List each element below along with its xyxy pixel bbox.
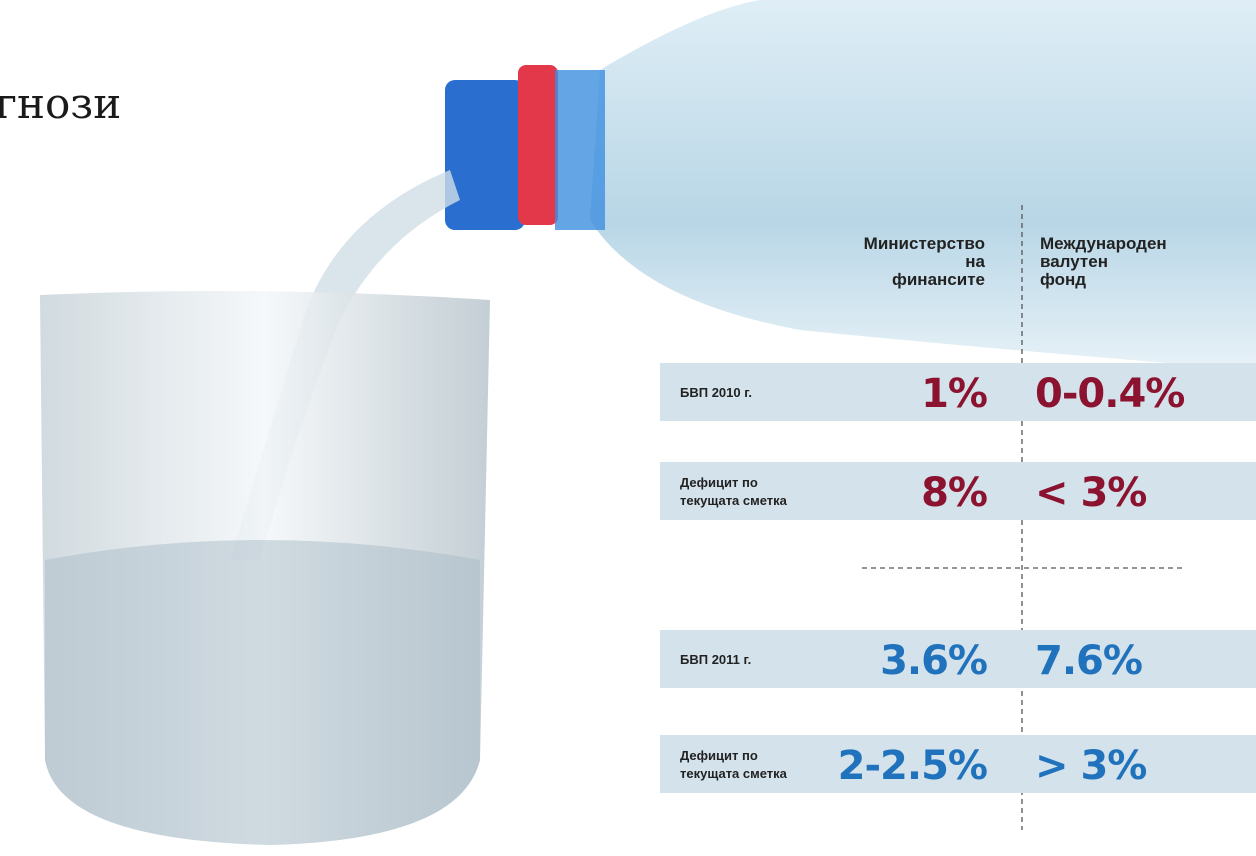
- row-value: 7.6%: [1035, 638, 1142, 684]
- row-value: 8%: [921, 470, 987, 516]
- row-label: Дефицит по: [680, 748, 758, 763]
- page: гнози Министерствонафинансите Международе…: [0, 0, 1256, 856]
- row-label: текущата сметка: [680, 766, 788, 781]
- row-value: > 3%: [1035, 743, 1146, 789]
- row-label: БВП 2011 г.: [680, 652, 751, 667]
- bottle-cap: [445, 80, 525, 230]
- infographic: гнози Министерствонафинансите Международе…: [0, 0, 1256, 856]
- row-value: 3.6%: [880, 638, 987, 684]
- bottle-neck: [555, 70, 605, 230]
- column-header: Международен: [1040, 234, 1167, 253]
- column-header: фонд: [1040, 270, 1086, 289]
- row-label: текущата сметка: [680, 493, 788, 508]
- column-header: на: [965, 252, 985, 271]
- row-label: Дефицит по: [680, 475, 758, 490]
- column-header: Министерство: [864, 234, 985, 253]
- column-header: финансите: [892, 270, 985, 289]
- row-value: 2-2.5%: [838, 743, 987, 789]
- glass-water: [45, 540, 480, 845]
- bottle: [590, 0, 1256, 370]
- title: гнози: [0, 79, 121, 128]
- column-header: валутен: [1040, 252, 1108, 271]
- row-label: БВП 2010 г.: [680, 385, 752, 400]
- row-value: 0-0.4%: [1035, 371, 1184, 417]
- row-value: < 3%: [1035, 470, 1146, 516]
- bottle-ring: [518, 65, 558, 225]
- row-value: 1%: [921, 371, 987, 417]
